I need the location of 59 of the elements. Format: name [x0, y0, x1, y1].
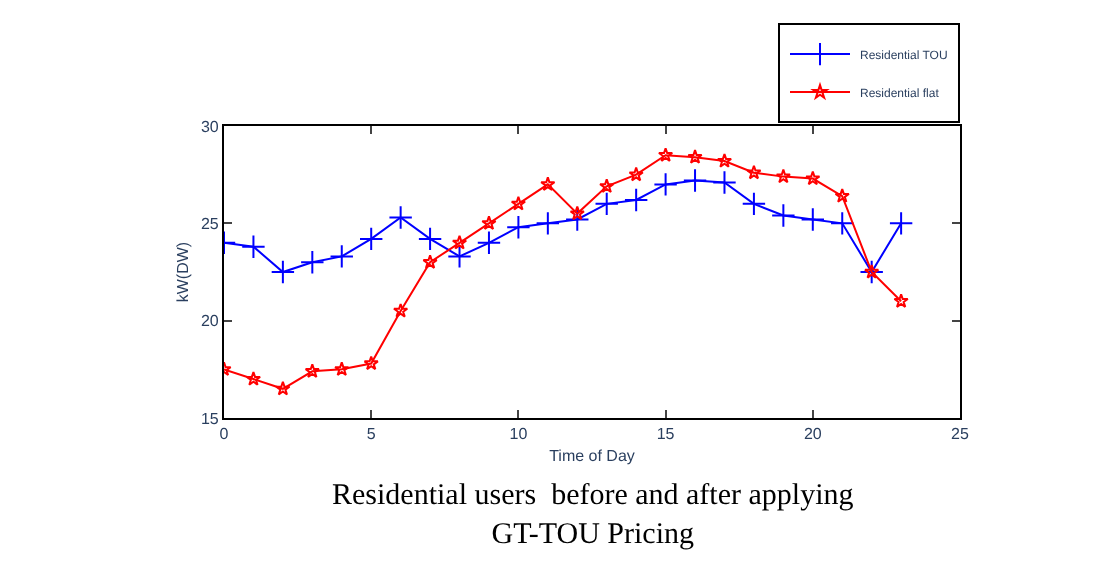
point: [447, 244, 472, 269]
x-axis-title: Time of Day: [549, 447, 635, 466]
point: [476, 230, 502, 255]
point: [687, 149, 703, 164]
point: [594, 191, 619, 217]
point: [569, 205, 585, 221]
point: [628, 166, 644, 182]
point: [800, 207, 825, 232]
point: [241, 234, 266, 259]
point: [599, 178, 615, 193]
point: [805, 170, 821, 186]
point: [388, 205, 413, 230]
point: [893, 293, 909, 308]
point: [859, 259, 884, 285]
y-tick-label: 20: [200, 312, 220, 331]
point: [741, 191, 767, 217]
point: [830, 211, 855, 236]
point: [270, 259, 296, 285]
x-tick-label: 25: [951, 425, 970, 444]
y-tick-label: 15: [200, 409, 220, 428]
point: [300, 250, 325, 275]
x-tick-label: 20: [803, 425, 823, 444]
point: [771, 203, 796, 228]
point: [775, 168, 792, 184]
x-tick-label: 5: [366, 425, 377, 444]
point: [245, 371, 262, 386]
point: [834, 188, 850, 203]
x-tick-label: 15: [656, 425, 676, 444]
point: [864, 264, 880, 279]
point: [506, 215, 531, 240]
point: [682, 168, 708, 193]
point: [657, 147, 674, 162]
point: [623, 187, 649, 213]
y-tick-label: 25: [200, 214, 220, 233]
point: [359, 226, 384, 252]
point: [565, 207, 590, 232]
point: [451, 234, 468, 250]
point: [746, 164, 762, 180]
point: [363, 355, 379, 371]
x-tick-label: 10: [509, 425, 529, 444]
point: [275, 380, 291, 396]
point: [392, 302, 409, 318]
point: [712, 170, 737, 195]
point: [535, 211, 561, 236]
point: [417, 226, 443, 252]
point: [716, 153, 733, 168]
point: [329, 244, 354, 269]
point: [481, 215, 497, 230]
point: [334, 361, 350, 376]
point: [510, 195, 527, 211]
x-tick-label: 0: [219, 425, 230, 444]
point: [422, 254, 438, 269]
point: [304, 363, 320, 378]
y-axis-title: kW(DW): [174, 241, 193, 303]
point: [888, 211, 914, 236]
y-tick-label: 30: [200, 117, 220, 136]
point: [540, 176, 556, 192]
text: Residential users before and after applying GT-TOU Pricing: [332, 480, 855, 551]
point: [653, 172, 678, 197]
